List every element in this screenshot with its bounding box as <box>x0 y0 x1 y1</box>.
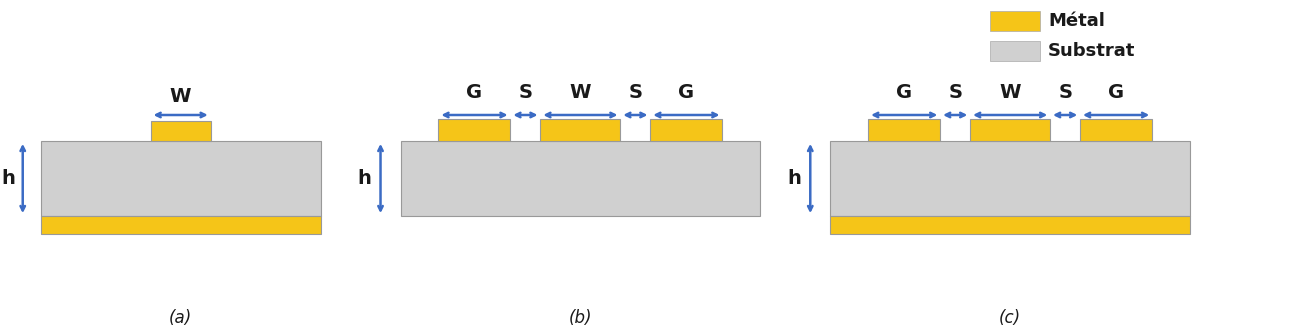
Text: (b): (b) <box>569 309 592 327</box>
Text: h: h <box>787 169 802 188</box>
Text: G: G <box>1108 84 1124 102</box>
Bar <box>830 141 1190 216</box>
Text: (c): (c) <box>999 309 1021 327</box>
Text: G: G <box>679 84 694 102</box>
Bar <box>990 11 1040 31</box>
Text: h: h <box>1 169 16 188</box>
Text: (a): (a) <box>169 309 193 327</box>
Text: Substrat: Substrat <box>1049 42 1135 60</box>
Bar <box>868 119 940 141</box>
Bar <box>1080 119 1152 141</box>
Bar <box>40 141 321 216</box>
Bar <box>830 216 1190 234</box>
Text: W: W <box>570 84 591 102</box>
Text: S: S <box>518 84 533 102</box>
Bar <box>990 41 1040 61</box>
Text: h: h <box>358 169 371 188</box>
Bar <box>650 119 723 141</box>
Bar <box>970 119 1050 141</box>
Text: S: S <box>948 84 962 102</box>
Text: W: W <box>169 87 191 107</box>
Bar <box>540 119 621 141</box>
Bar <box>40 216 321 234</box>
Bar <box>151 121 211 141</box>
Bar <box>438 119 511 141</box>
Text: W: W <box>999 84 1021 102</box>
Text: G: G <box>896 84 913 102</box>
Text: S: S <box>628 84 643 102</box>
Bar <box>401 141 760 216</box>
Text: S: S <box>1058 84 1072 102</box>
Text: G: G <box>467 84 482 102</box>
Text: Métal: Métal <box>1049 12 1106 30</box>
